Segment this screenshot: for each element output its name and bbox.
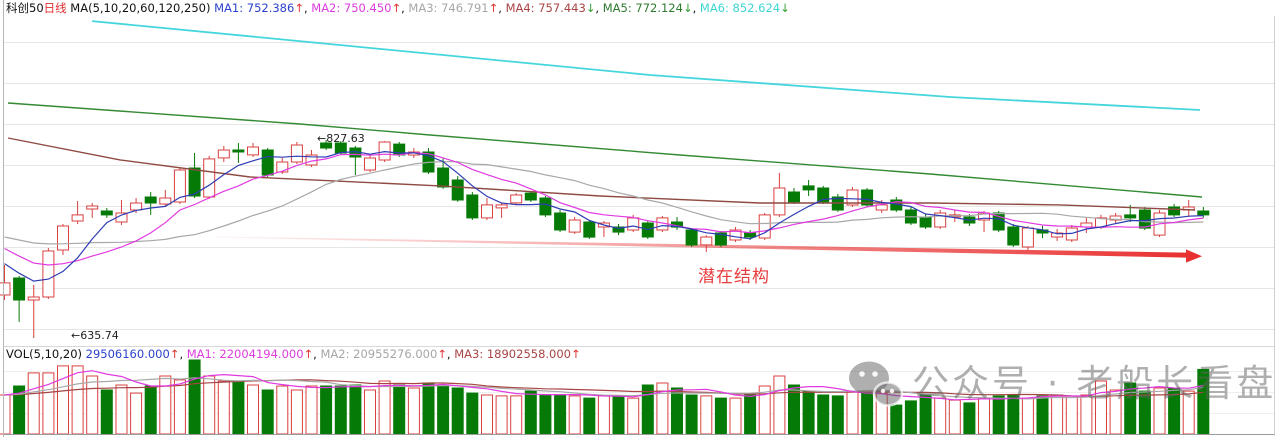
vol-current-value: 29506160.000 [85, 347, 170, 361]
ma4-value: 757.443 [538, 1, 586, 15]
ma10-line [4, 152, 1204, 266]
ma3-value: 746.791 [441, 1, 489, 15]
ma1-label: MA1: [214, 1, 247, 15]
ma3-up-arrow-icon: ↑ [488, 1, 499, 15]
volume-bars [0, 359, 1210, 435]
ma-params: MA(5,10,20,60,120,250) [70, 1, 211, 15]
period-label[interactable]: 日线 [43, 1, 67, 15]
indicator-header: 科创50日线 MA(5,10,20,60,120,250) MA1: 752.3… [6, 1, 790, 15]
vol-ma1-label: MA1: [186, 347, 220, 361]
vol-params: VOL(5,10,20) [6, 347, 86, 361]
vol-ma3-value: 18902558.000 [486, 347, 571, 361]
vol-ma1-up-arrow-icon: ↑ [303, 347, 314, 361]
ma60-line [7, 137, 1196, 211]
vol-ma3-label: MA3: [454, 347, 487, 361]
ma2-value: 750.450 [343, 1, 392, 15]
structure-annotation: 潜在结构 [698, 267, 770, 287]
vol-ma3-up-arrow-icon: ↑ [571, 347, 581, 361]
ma4-label: MA4: [505, 1, 539, 15]
vol-ma2-up-arrow-icon: ↑ [437, 347, 447, 361]
trend-arrow [215, 236, 1202, 263]
ma6-label: MA6: [699, 1, 733, 15]
ma20-line [4, 160, 1204, 245]
peak-price-label: ←827.63 [317, 132, 365, 145]
vol-ma2-label: MA2: [320, 347, 354, 361]
ma5-down-arrow-icon: ↓ [682, 1, 693, 15]
ma2-label: MA2: [311, 1, 344, 15]
ma4-down-arrow-icon: ↓ [585, 1, 596, 15]
ma6-down-arrow-icon: ↓ [780, 1, 790, 15]
ma3-label: MA3: [408, 1, 442, 15]
ma5-label: MA5: [602, 1, 636, 15]
vol-ma20-line [4, 379, 1204, 398]
symbol-title: 科创50 [6, 1, 44, 15]
volume-header: VOL(5,10,20) 29506160.000↑, MA1: 2200419… [6, 347, 581, 361]
ma2-up-arrow-icon: ↑ [391, 1, 402, 15]
ma1-value: 752.386 [246, 1, 295, 15]
vol-up-arrow-icon: ↑ [169, 347, 180, 361]
candles [0, 140, 1210, 338]
low-price-label: ←635.74 [71, 329, 119, 342]
ma5-value: 772.124 [635, 1, 683, 15]
ma1-up-arrow-icon: ↑ [294, 1, 304, 15]
vol-ma1-value: 22004194.000 [219, 347, 304, 361]
ma5-line [4, 150, 1204, 282]
ma250-line [91, 20, 1201, 111]
ma6-value: 852.624 [732, 1, 781, 15]
ma120-line [7, 102, 1203, 198]
vol-ma5-line [4, 370, 1204, 401]
gridlines [4, 42, 1274, 414]
vol-ma2-value: 20955276.000 [353, 347, 438, 361]
